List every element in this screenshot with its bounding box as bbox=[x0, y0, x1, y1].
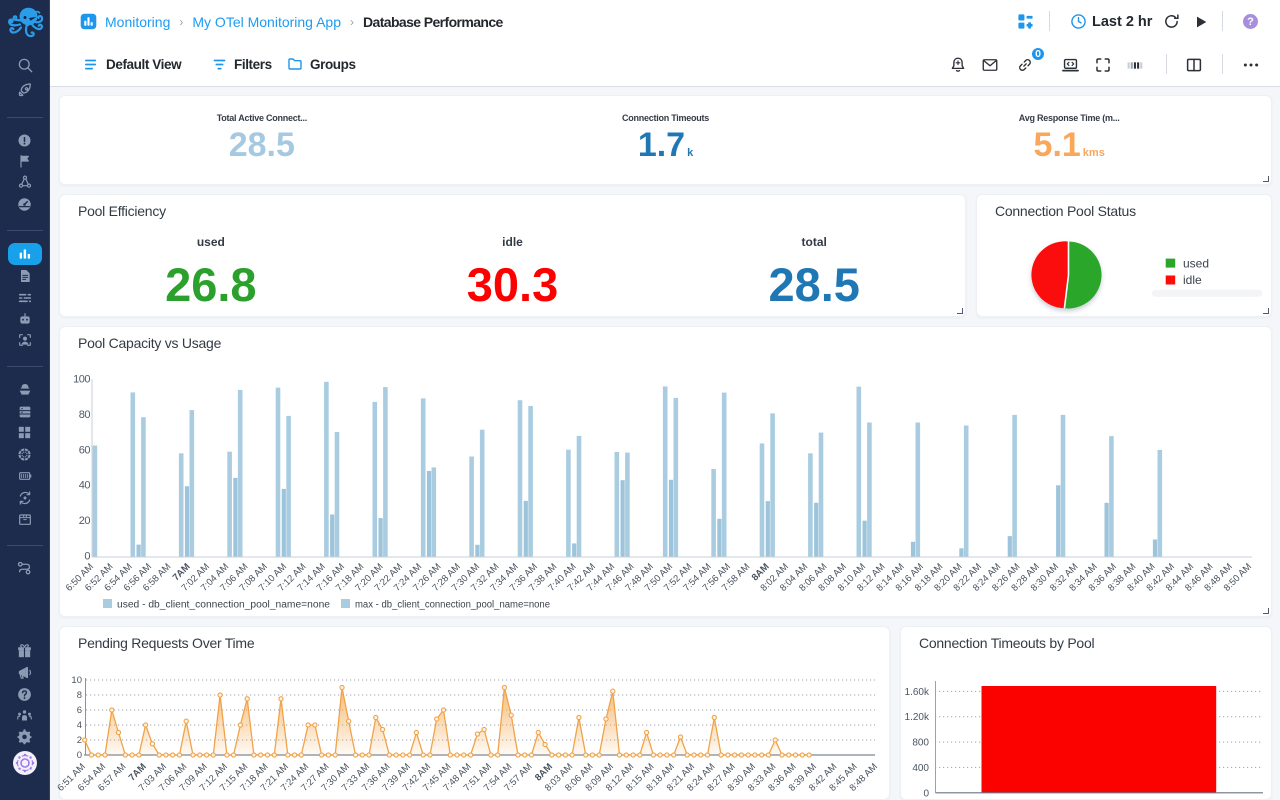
svg-text:idle: idle bbox=[1183, 273, 1202, 287]
svg-text:20: 20 bbox=[79, 515, 91, 527]
svg-text:1.20k: 1.20k bbox=[905, 712, 930, 723]
svg-text:400: 400 bbox=[912, 763, 929, 774]
svg-text:6: 6 bbox=[77, 705, 82, 716]
svg-text:0: 0 bbox=[923, 788, 929, 799]
svg-text:0: 0 bbox=[84, 551, 90, 563]
svg-text:40: 40 bbox=[79, 480, 91, 492]
svg-text:4: 4 bbox=[77, 720, 82, 731]
svg-text:0: 0 bbox=[77, 750, 82, 761]
svg-text:800: 800 bbox=[912, 738, 929, 749]
svg-text:used: used bbox=[1183, 257, 1209, 271]
svg-text:10: 10 bbox=[71, 675, 82, 686]
svg-text:8: 8 bbox=[77, 690, 82, 701]
svg-text:60: 60 bbox=[79, 444, 91, 456]
svg-text:100: 100 bbox=[73, 374, 90, 386]
svg-text:1.60k: 1.60k bbox=[905, 687, 930, 698]
svg-text:2: 2 bbox=[77, 735, 82, 746]
svg-text:max - db_client_connection_poo: max - db_client_connection_pool_name=non… bbox=[355, 600, 550, 611]
svg-text:80: 80 bbox=[79, 409, 91, 421]
svg-text:used - db_client_connection_po: used - db_client_connection_pool_name=no… bbox=[117, 600, 330, 611]
